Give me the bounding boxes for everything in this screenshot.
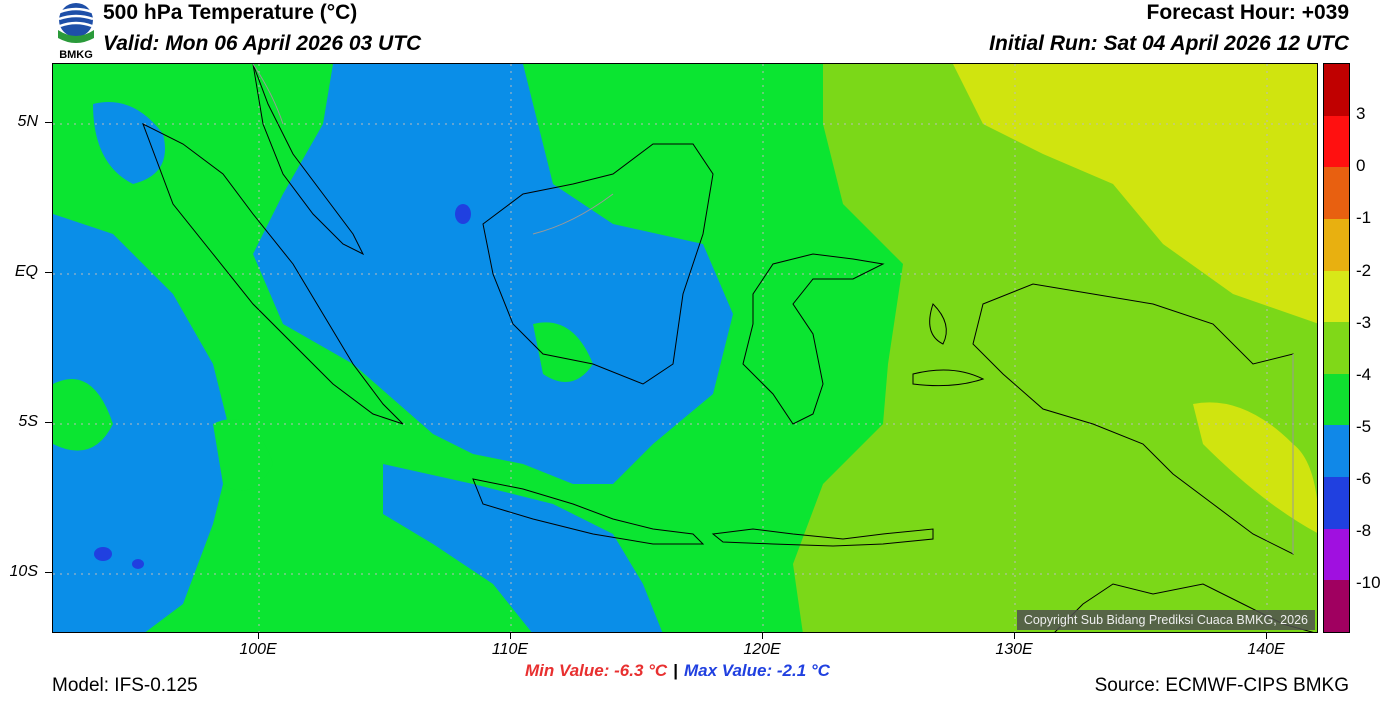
source-label: Source: ECMWF-CIPS BMKG <box>1094 675 1349 696</box>
colorbar-label: -10 <box>1356 573 1381 592</box>
initial-run: Initial Run: Sat 04 April 2026 12 UTC <box>989 32 1349 55</box>
valid-time: Valid: Mon 06 April 2026 03 UTC <box>103 32 422 55</box>
field-minus5-south <box>383 464 663 632</box>
colorbar-segment <box>1324 477 1349 530</box>
min-value: Min Value: -6.3 °C <box>525 661 668 680</box>
colorbar-label: 0 <box>1356 156 1366 175</box>
model-label: Model: IFS-0.125 <box>52 675 198 696</box>
colorbar-segment <box>1324 270 1349 323</box>
lon-tick-100e: 100E <box>239 641 277 658</box>
lat-tick-eq: EQ <box>14 263 38 280</box>
lat-tick-5s: 5S <box>18 413 38 430</box>
colorbar-segment <box>1324 167 1349 220</box>
colorbar-segment <box>1324 373 1349 426</box>
colorbar-label: -3 <box>1356 313 1372 332</box>
chart-title: 500 hPa Temperature (°C) <box>103 1 358 24</box>
lon-tick-140e: 140E <box>1247 641 1285 658</box>
bmkg-logo: BMKG <box>52 2 100 61</box>
colorbar-label: -6 <box>1356 469 1372 488</box>
lon-tick-110e: 110E <box>491 641 529 658</box>
temperature-map: Copyright Sub Bidang Prediksi Cuaca BMKG… <box>52 63 1318 633</box>
field-minus5-west <box>53 214 233 632</box>
colorbar-label: 3 <box>1356 104 1366 123</box>
colorbar-label: -2 <box>1356 261 1372 280</box>
field-minus2-se <box>1193 402 1317 533</box>
min-max-values: Min Value: -6.3 °C | Max Value: -2.1 °C <box>525 661 830 681</box>
lat-tick-5n: 5N <box>17 113 38 130</box>
colorbar-segment <box>1324 528 1349 581</box>
colorbar-segment <box>1324 218 1349 272</box>
forecast-hour: Forecast Hour: +039 <box>1146 1 1350 24</box>
colorbar-segment <box>1324 115 1349 168</box>
colorbar <box>1323 63 1350 633</box>
copyright-label: Copyright Sub Bidang Prediksi Cuaca BMKG… <box>1016 610 1315 630</box>
logo-text: BMKG <box>59 49 93 60</box>
colorbar-segment <box>1324 64 1349 117</box>
colorbar-label: -8 <box>1356 521 1372 540</box>
lat-tick-10s: 10S <box>9 563 38 580</box>
colorbar-label: -1 <box>1356 208 1372 227</box>
coastlines <box>142 64 1314 632</box>
stats-separator: | <box>673 661 678 680</box>
colorbar-label: -5 <box>1356 417 1372 436</box>
field-minus2-ne <box>953 64 1317 324</box>
field-minus5-nw <box>93 102 165 184</box>
lon-tick-120e: 120E <box>743 641 781 658</box>
colorbar-segment <box>1324 425 1349 478</box>
colorbar-segment <box>1324 322 1349 375</box>
colorbar-segment <box>1324 580 1349 633</box>
gridlines <box>53 64 1317 632</box>
max-value: Max Value: -2.1 °C <box>683 661 830 680</box>
colorbar-label: -4 <box>1356 365 1372 384</box>
map-canvas <box>53 64 1317 632</box>
borders <box>252 64 1294 554</box>
lon-tick-130e: 130E <box>995 641 1033 658</box>
